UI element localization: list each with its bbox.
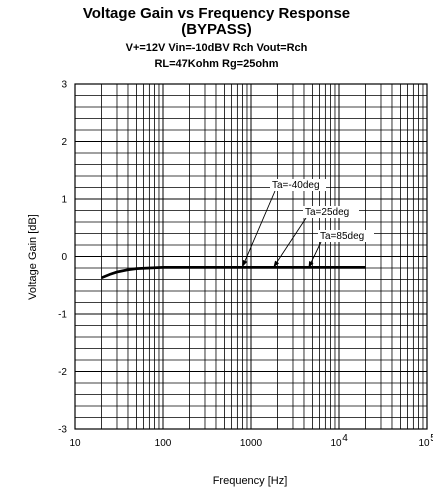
annotation-bg <box>303 206 359 218</box>
x-tick-label: 10 <box>330 438 342 449</box>
series-line <box>101 267 366 280</box>
annotation-arrowhead <box>273 260 280 268</box>
chart-conditions-line1: V+=12V Vin=-10dBV Rch Vout=Rch <box>125 42 308 54</box>
x-tick-exponent: 4 <box>342 433 348 444</box>
annotation-leader <box>273 217 307 268</box>
data-curves <box>101 266 366 280</box>
annotation-arrowhead <box>308 261 314 268</box>
y-tick-label: -2 <box>58 367 67 378</box>
annotation-leader <box>242 190 276 268</box>
x-tick-label: 10 <box>69 438 81 449</box>
y-tick-label: 1 <box>61 195 67 206</box>
y-tick-label: 2 <box>61 137 67 148</box>
x-axis-label: Frequency [Hz] <box>213 475 288 487</box>
annotation-label: Ta=-40deg <box>272 180 320 191</box>
y-tick-label: -1 <box>58 310 67 321</box>
annotation-arrowhead <box>242 259 248 267</box>
annotation-bg <box>270 179 326 191</box>
y-tick-label: 3 <box>61 80 67 91</box>
plot-border <box>74 83 428 430</box>
annotation-label: Ta=25deg <box>305 207 349 218</box>
y-axis-label: Voltage Gain [dB] <box>27 214 39 300</box>
x-tick-label: 10 <box>418 438 430 449</box>
x-tick-label: 100 <box>155 438 172 449</box>
y-tick-label: -3 <box>58 425 67 436</box>
x-tick-exponent: 5 <box>430 433 433 444</box>
chart-subtitle: (BYPASS) <box>181 21 252 38</box>
chart-title: Voltage Gain vs Frequency Response <box>82 5 351 22</box>
x-tick-label: 1000 <box>240 438 263 449</box>
chart-conditions-line2: RL=47Kohm Rg=25ohm <box>154 58 279 70</box>
annotations: Ta=-40deg Ta=25deg Ta=85deg <box>242 179 374 269</box>
annotation-bg <box>318 230 374 242</box>
annotation-label: Ta=85deg <box>320 231 364 242</box>
plot-grid <box>74 83 428 430</box>
y-tick-label: 0 <box>61 252 67 263</box>
